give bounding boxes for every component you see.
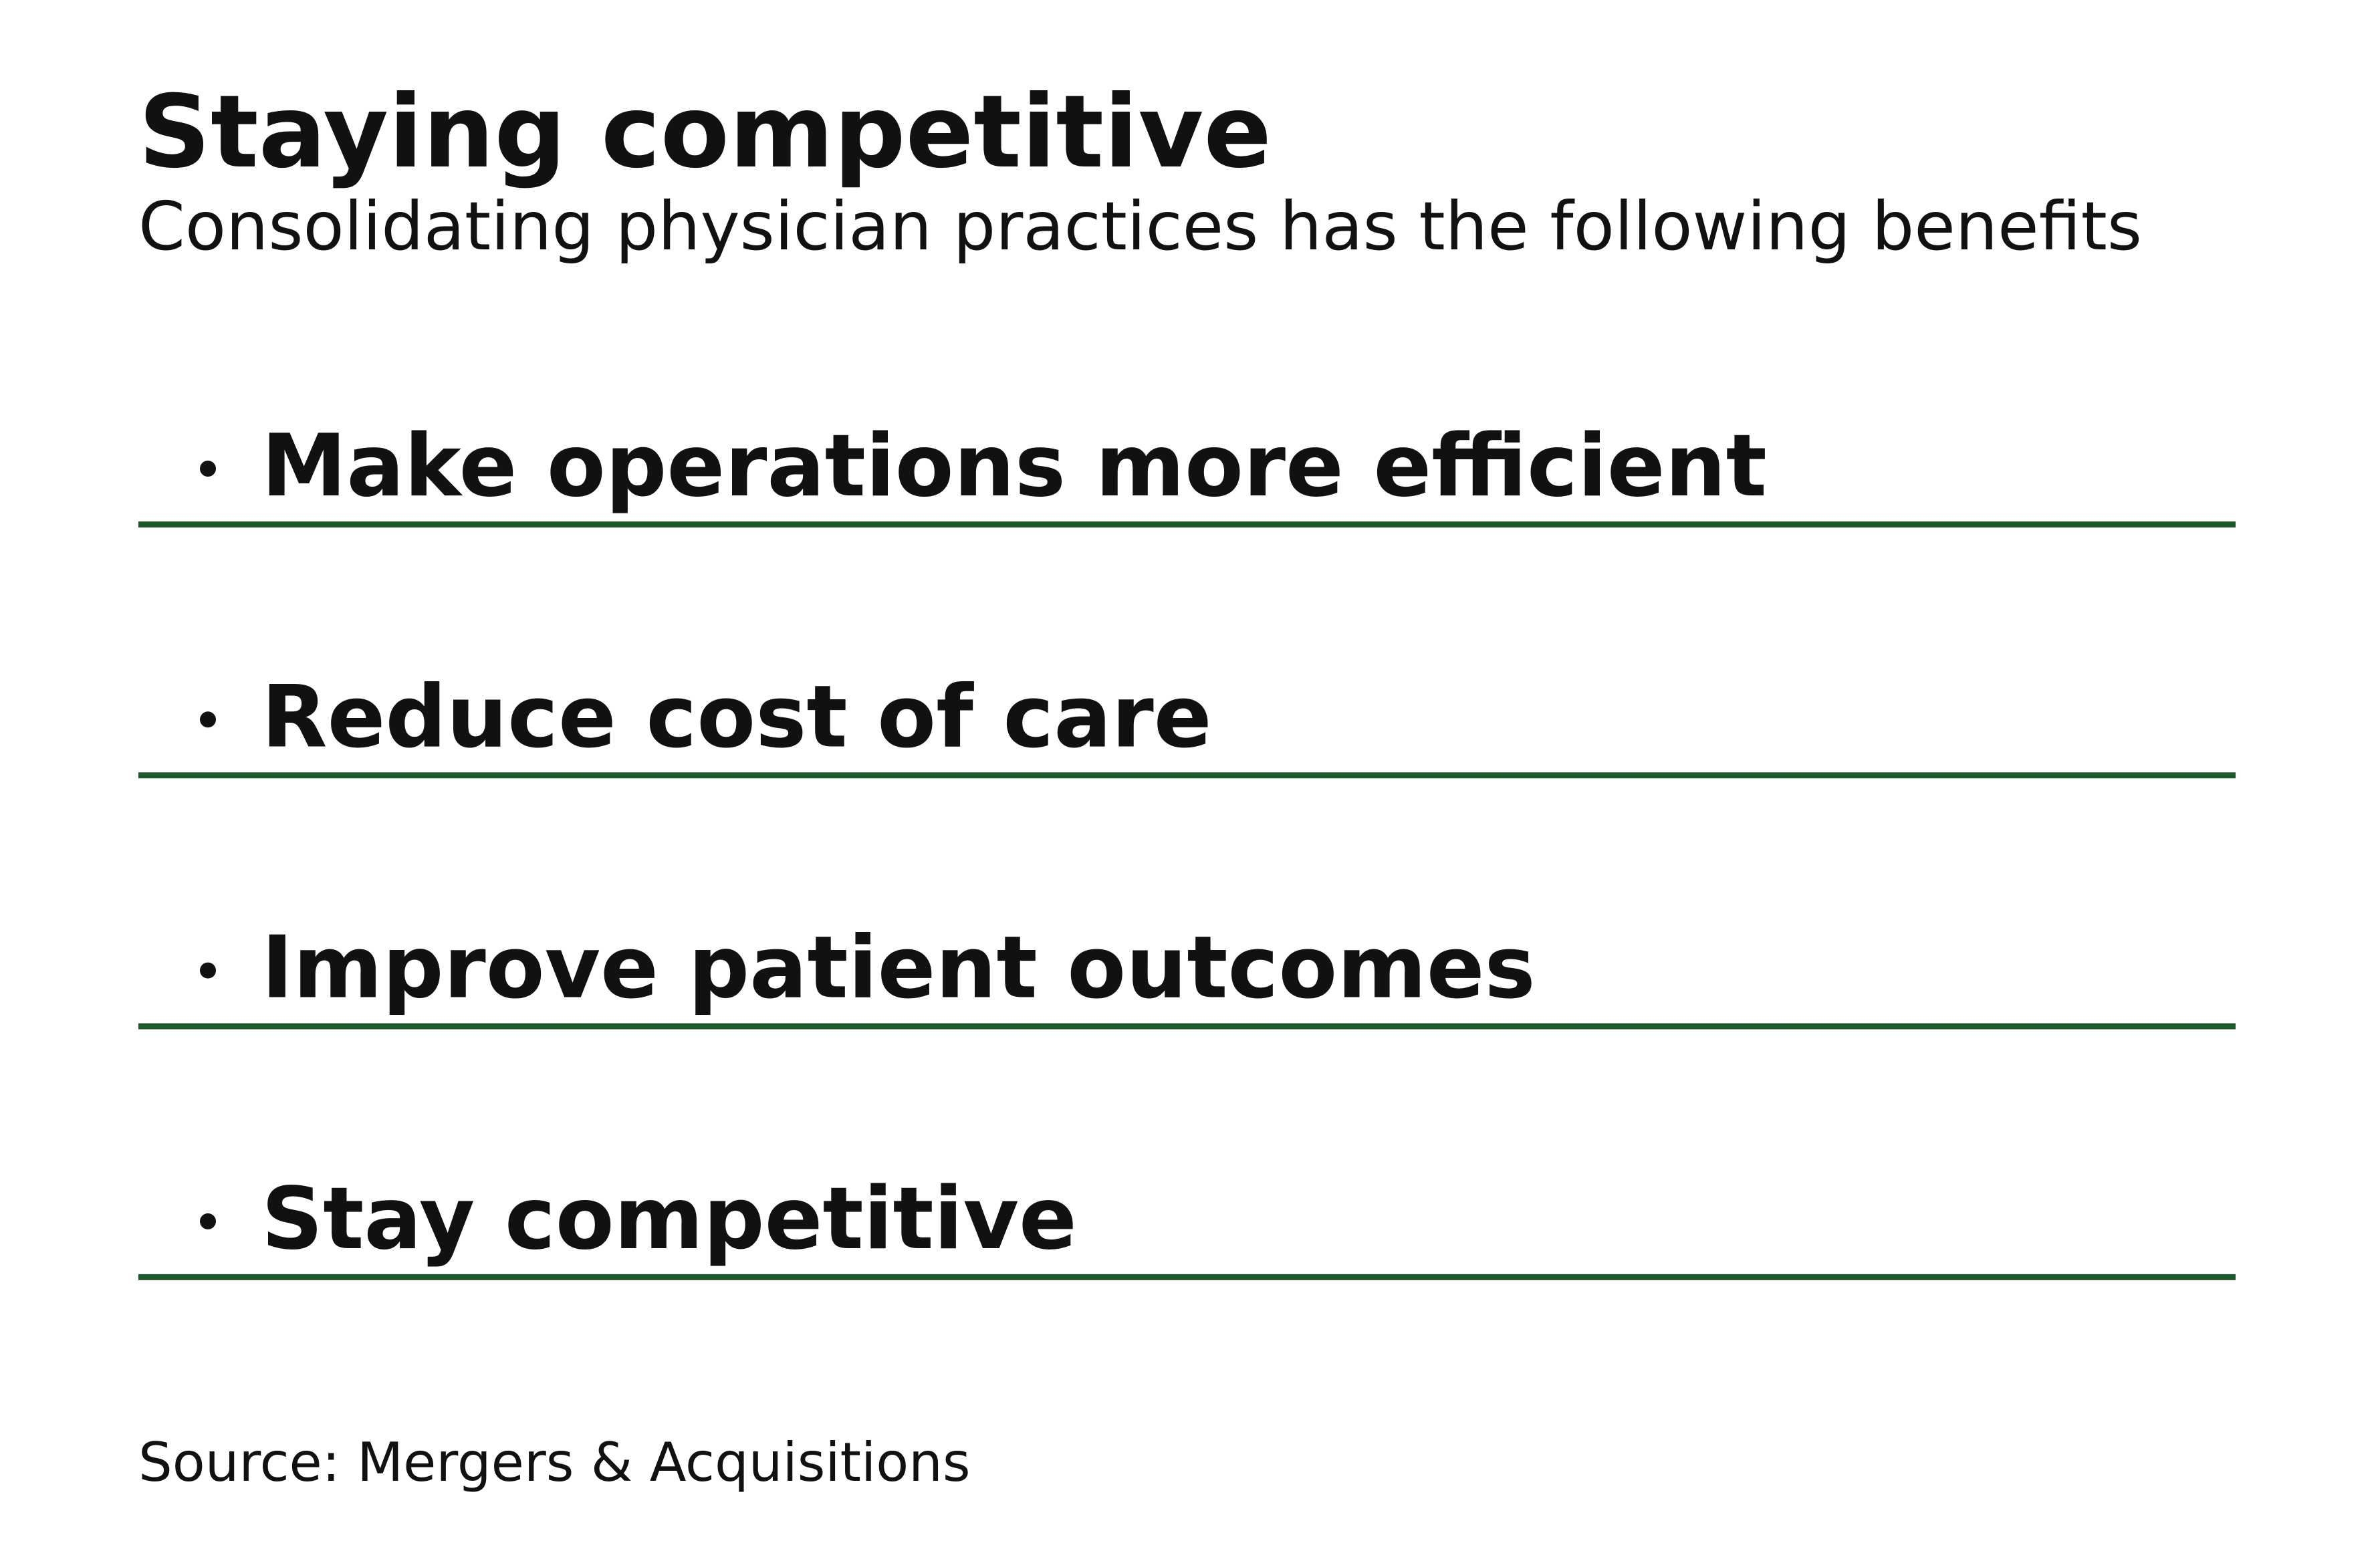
benefit-item: Reduce cost of care [261,667,1212,767]
divider [138,1023,2236,1030]
benefit-item: Stay competitive [261,1169,1077,1269]
benefit-item: Improve patient outcomes [261,919,1536,1018]
subtitle: Consolidating physician practices has th… [138,187,2142,265]
benefit-item: Make operations more efficient [261,416,1767,516]
bullet [200,711,216,728]
title: Staying competitive [138,74,1272,191]
source: Source: Mergers & Acquisitions [138,1431,971,1494]
divider [138,772,2236,779]
divider [138,521,2236,527]
benefit-list: Make operations more efficient Reduce cos… [138,416,2236,1280]
divider [138,1274,2236,1280]
bullet [200,461,216,477]
bullet [200,1213,216,1229]
bullet [200,962,216,979]
